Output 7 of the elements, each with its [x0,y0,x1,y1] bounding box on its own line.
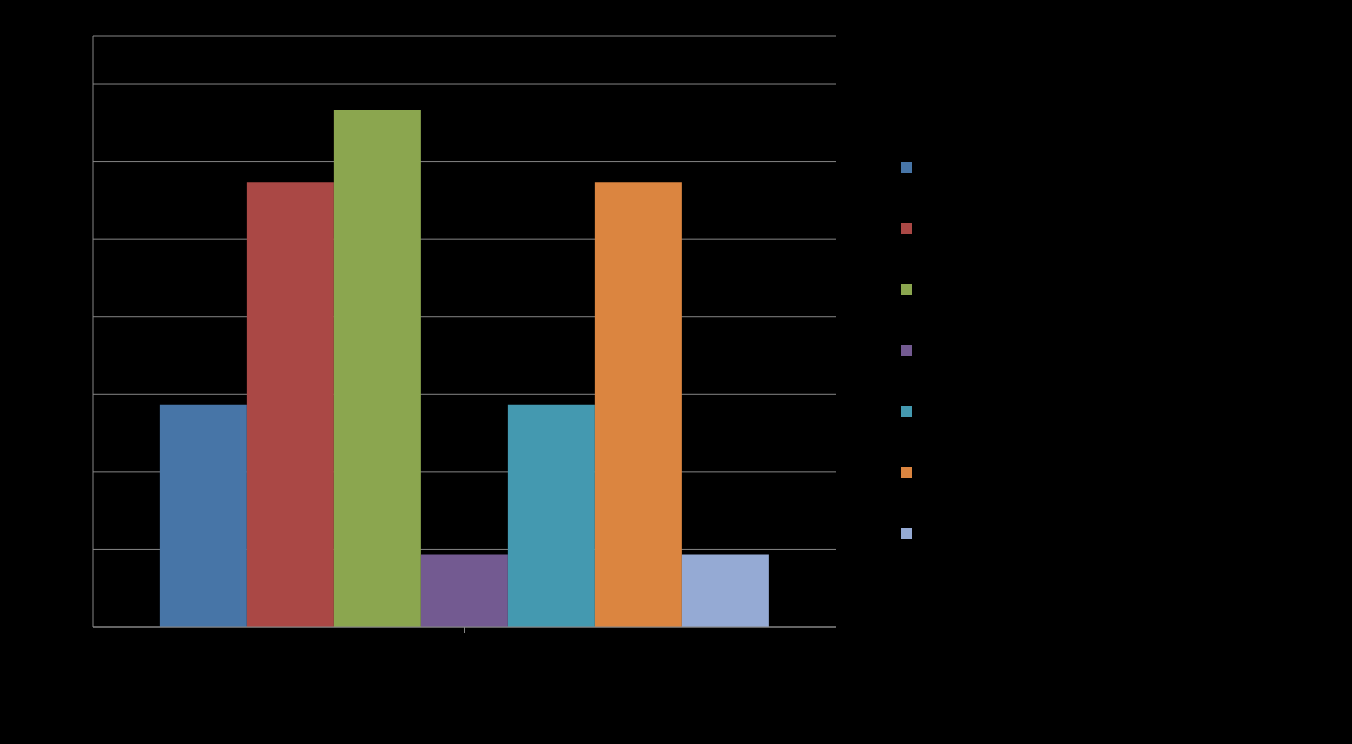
bar [246,182,334,627]
bar [594,182,682,627]
bar [507,404,595,627]
bar [333,109,421,627]
bar [681,554,769,627]
bar [159,404,247,627]
bar [420,554,508,627]
